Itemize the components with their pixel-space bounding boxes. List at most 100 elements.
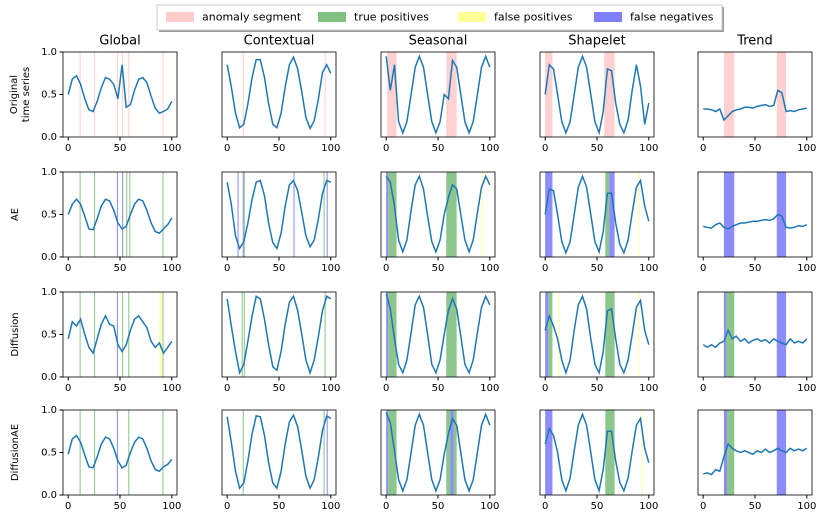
- x-tick-label: 0: [224, 501, 230, 512]
- series-line: [226, 294, 332, 376]
- span: [242, 52, 244, 137]
- span: [776, 52, 787, 137]
- series-line: [544, 174, 650, 255]
- x-tick-label: 50: [273, 143, 286, 154]
- span: [609, 172, 615, 257]
- legend-label: anomaly segment: [202, 11, 302, 24]
- span: [293, 172, 295, 257]
- span: [723, 172, 735, 257]
- span: [453, 410, 457, 495]
- span: [162, 52, 164, 137]
- y-tick-label: 0.0: [41, 132, 57, 143]
- row-label: DiffusionAE: [10, 424, 21, 481]
- x-tick-label: 50: [591, 143, 604, 154]
- span: [94, 52, 96, 137]
- span: [116, 172, 118, 257]
- column-title: Shapelet: [568, 34, 625, 49]
- x-tick-label: 0: [65, 501, 71, 512]
- y-tick-label: 1.0: [41, 405, 57, 416]
- span: [446, 172, 457, 257]
- span: [128, 52, 130, 137]
- series-line: [544, 294, 650, 376]
- span: [243, 292, 245, 377]
- span: [162, 410, 164, 495]
- x-tick-label: 50: [432, 501, 445, 512]
- x-tick-label: 100: [162, 383, 181, 394]
- x-tick-label: 50: [114, 263, 127, 274]
- legend-swatch: [318, 12, 346, 22]
- legend-box: [156, 4, 723, 31]
- x-tick-label: 100: [321, 143, 340, 154]
- span: [386, 172, 389, 257]
- x-tick-label: 100: [639, 383, 658, 394]
- x-tick-label: 50: [273, 263, 286, 274]
- x-tick-label: 0: [383, 143, 389, 154]
- span: [723, 292, 726, 377]
- span: [79, 52, 81, 137]
- x-tick-label: 50: [432, 383, 445, 394]
- span: [94, 172, 96, 257]
- span: [605, 292, 615, 377]
- span: [243, 172, 245, 257]
- x-tick-label: 50: [749, 501, 762, 512]
- x-tick-label: 50: [591, 501, 604, 512]
- series-line: [703, 89, 807, 122]
- legend-label: true positives: [354, 11, 429, 24]
- x-tick-label: 0: [65, 143, 71, 154]
- x-tick-label: 50: [114, 501, 127, 512]
- row-label: Original: [9, 75, 20, 114]
- span: [387, 52, 397, 137]
- span: [545, 410, 553, 495]
- series-line: [67, 198, 173, 235]
- span: [126, 172, 128, 257]
- span: [128, 410, 130, 495]
- span: [323, 410, 325, 495]
- series-line: [226, 179, 332, 251]
- span: [326, 172, 328, 257]
- span: [446, 52, 457, 137]
- x-tick-label: 0: [224, 263, 230, 274]
- series-line: [544, 54, 650, 136]
- span: [605, 172, 610, 257]
- x-tick-label: 0: [65, 263, 71, 274]
- series-line: [702, 328, 808, 349]
- span: [323, 172, 325, 257]
- x-tick-label: 0: [542, 383, 548, 394]
- span: [242, 172, 244, 257]
- span: [545, 292, 549, 377]
- x-tick-label: 50: [749, 263, 762, 274]
- x-tick-label: 0: [383, 263, 389, 274]
- series-line: [385, 293, 491, 375]
- span: [79, 292, 81, 377]
- span: [481, 172, 483, 257]
- row-label: Diffusion: [10, 312, 21, 356]
- span: [388, 292, 397, 377]
- span: [241, 292, 243, 377]
- span: [727, 410, 735, 495]
- x-tick-label: 50: [432, 263, 445, 274]
- span: [237, 172, 239, 257]
- y-tick-label: 0.0: [41, 252, 57, 263]
- span: [776, 292, 787, 377]
- series-line: [385, 54, 491, 135]
- column-title: Seasonal: [409, 34, 468, 49]
- x-tick-label: 100: [480, 263, 499, 274]
- series-line: [67, 64, 173, 115]
- span: [638, 172, 640, 257]
- x-tick-label: 50: [432, 143, 445, 154]
- x-tick-label: 0: [700, 263, 706, 274]
- span: [122, 172, 124, 257]
- span: [79, 172, 81, 257]
- x-tick-label: 0: [65, 383, 71, 394]
- span: [545, 52, 553, 137]
- y-tick-label: 0.0: [41, 490, 57, 501]
- span: [388, 410, 397, 495]
- x-tick-label: 100: [162, 143, 181, 154]
- x-tick-label: 100: [480, 383, 499, 394]
- x-tick-label: 0: [542, 263, 548, 274]
- x-tick-label: 50: [273, 501, 286, 512]
- x-tick-label: 0: [700, 143, 706, 154]
- series-line: [544, 412, 650, 494]
- series-line: [226, 55, 332, 131]
